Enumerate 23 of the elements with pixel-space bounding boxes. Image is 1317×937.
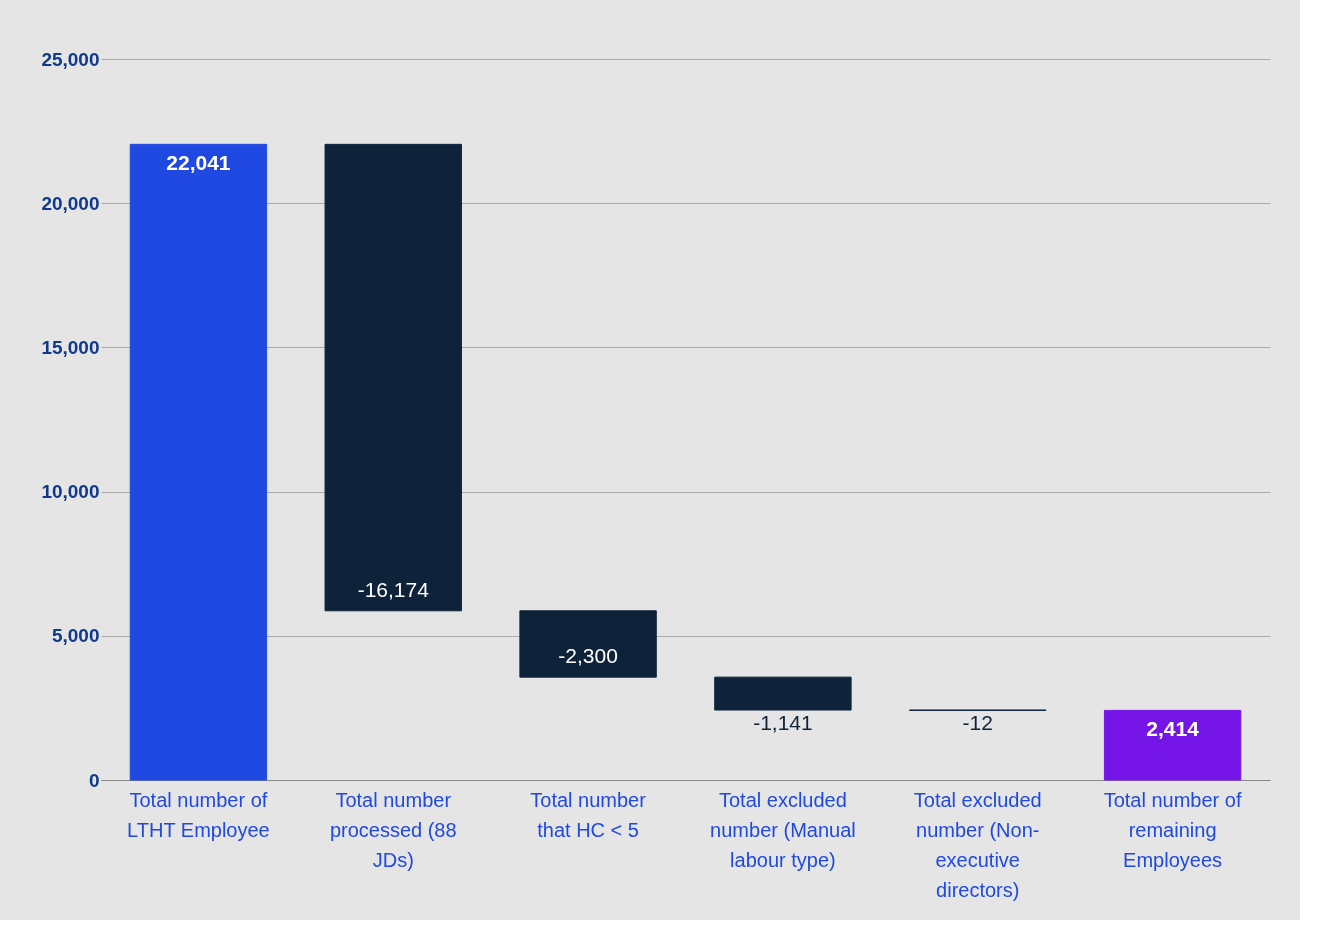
x-tick-label: Total number of remaining Employees — [1103, 788, 1242, 871]
y-tick-label: 20,000 — [41, 192, 100, 214]
data-label: -1,141 — [753, 711, 813, 735]
x-tick-label: Total number that HC < 5 — [530, 788, 647, 841]
y-tick-label: 10,000 — [41, 481, 100, 503]
y-tick-label: 5,000 — [51, 625, 100, 647]
y-tick-label: 15,000 — [41, 336, 100, 358]
data-label: 22,041 — [166, 151, 231, 175]
data-label: 2,414 — [1146, 717, 1200, 741]
bar — [129, 143, 268, 781]
x-tick-label: Total number processed (88 JDs) — [329, 788, 457, 871]
x-tick-label: Total number of LTHT Employee — [127, 788, 270, 841]
y-tick-label: 0 — [88, 769, 100, 791]
bar — [519, 610, 657, 678]
data-label: -2,300 — [558, 644, 618, 668]
data-label: -12 — [962, 711, 993, 735]
bar — [324, 143, 462, 612]
x-tick-label: Total excluded number (Non-executive directors) — [913, 788, 1042, 901]
data-label: -16,174 — [357, 577, 430, 601]
x-tick-label: Total excluded number (Manual labour type) — [710, 788, 856, 871]
y-tick-label: 25,000 — [41, 48, 100, 70]
bar — [714, 676, 852, 711]
bar — [1103, 709, 1242, 781]
